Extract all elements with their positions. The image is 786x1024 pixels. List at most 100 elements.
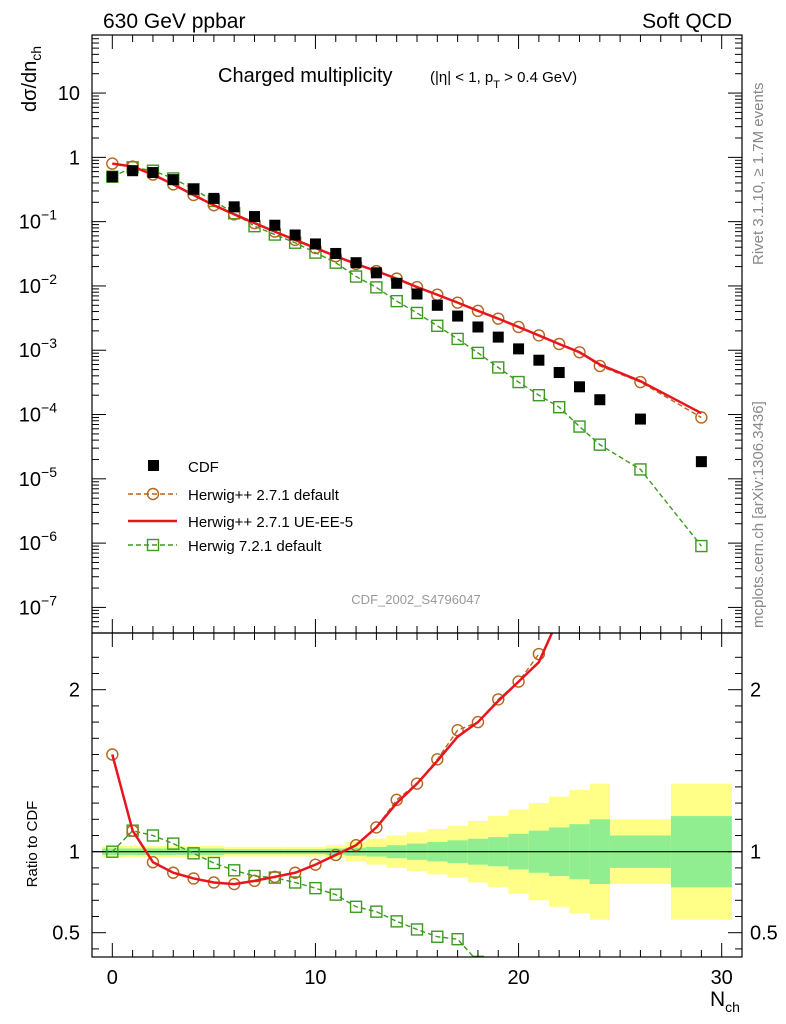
main-cdf-point-15 [411,288,423,300]
main-herwig7-point-12 [349,270,363,283]
legend-label-herwig-default: Herwig++ 2.7.1 default [188,487,340,504]
main-herwig7-point-22 [552,401,566,414]
main-cdf-point-4 [188,183,200,195]
main-cdf-point-14 [391,277,403,289]
main-herwig7-point-13 [370,281,383,294]
main-herwig7-point-26 [695,539,708,553]
main-series-layer [106,157,708,553]
ratio-herwig7-point-18 [471,955,485,957]
main-cdf-point-2 [147,167,159,179]
legend: CDF Herwig++ 2.7.1 default Herwig++ 2.7.… [128,459,353,555]
legend-label-herwig-ueee5: Herwig++ 2.7.1 UE-EE-5 [188,514,353,531]
ratio-herwig7-point-14 [390,915,403,928]
main-herwig7-point-16 [431,319,444,332]
header-right: Soft QCD [642,10,732,33]
main-herwig7-point-25 [634,463,647,476]
main-herwig7-point-17 [451,332,464,346]
ratio-herwig7-point-17 [451,932,464,946]
main-cdf-point-3 [167,174,179,186]
ratio-herwig7-point-3 [167,837,180,850]
main-cdf-point-20 [513,343,525,355]
ratio-herwig-ueee5-line [111,633,554,886]
main-herwig7-point-15 [410,306,424,320]
ratio-herwig-default-point-12 [349,839,363,852]
ratio-herwig7-point-5 [207,856,221,870]
ratio-series-layer [106,633,554,957]
ratio-herwig7-point-6 [227,864,241,877]
ratio-herwig-default-point-0 [106,748,119,761]
ratio-herwig-default-point-13 [370,821,383,834]
main-y-tick-label-6: 10−5 [19,464,57,491]
ratio-herwig-default-point-11 [329,848,342,862]
main-cdf-point-8 [269,219,281,231]
ratio-y-tick-label-right-1: 1 [750,842,761,864]
main-cdf-point-19 [492,331,504,343]
main-herwig-default-point-20 [512,320,525,334]
ratio-herwig7-point-10 [309,881,322,895]
main-y-tick-label-7: 10−6 [19,528,57,555]
x-axis-label: Nch [710,988,740,1015]
main-herwig-default-point-17 [451,296,464,309]
ratio-herwig7-point-4 [187,847,200,860]
ratio-herwig7-point-2 [146,829,160,842]
main-herwig7-point-20 [512,375,525,389]
main-cdf-point-24 [594,394,606,406]
legend-marker-herwig-default [146,487,160,501]
main-cdf-point-9 [289,229,301,241]
ratio-herwig-default-point-18 [471,715,485,729]
main-cdf-point-6 [228,201,240,213]
main-cdf-point-1 [127,165,139,177]
ratio-frame [91,632,743,958]
main-herwig7-point-21 [532,388,546,402]
main-y-tick-label-0: 10 [58,83,80,105]
main-herwig-default-point-18 [471,304,485,318]
side-label-mcplots: mcplots.cern.ch [arXiv:1306.3436] [750,401,767,628]
main-herwig7-point-24 [593,438,607,451]
main-y-tick-label-8: 10−7 [19,592,57,619]
main-cdf-point-16 [431,299,443,311]
ratio-herwig-default-point-16 [431,753,444,766]
main-cdf-point-12 [350,257,362,269]
ratio-y-tick-label-left-2: 2 [69,680,80,702]
ratio-herwig7-point-15 [410,923,424,936]
main-cdf-point-25 [634,413,646,425]
main-cdf-point-22 [553,367,565,379]
ratio-y-tick-label-left-1: 1 [69,842,80,864]
main-herwig-default-point-19 [492,312,505,325]
main-herwig7-point-23 [573,420,586,433]
main-herwig7-point-18 [471,346,485,360]
main-y-tick-label-2: 10−1 [19,207,57,234]
ratio-y-tick-label-right-2: 2 [750,680,761,702]
main-cdf-point-17 [452,310,464,322]
main-cdf-point-26 [695,456,707,468]
main-herwig-default-line [112,162,702,419]
header-left: 630 GeV ppbar [103,10,245,33]
main-herwig-default-point-22 [552,337,566,351]
main-herwig-ueee5-line [112,162,702,415]
main-herwig-default-point-25 [634,375,647,389]
chart-title-cuts: (|η| < 1, pT > 0.4 GeV) [430,69,577,91]
main-cdf-point-13 [370,267,382,279]
chart-title: Charged multiplicity [218,65,393,87]
main-herwig7-line [112,166,702,547]
ratio-herwig7-point-11 [329,888,342,901]
axis-ticks: 0 10 20 30 10 1 10−1 10−2 10−3 10−4 10−5 10−6 10−7 0.… [19,34,778,989]
ratio-herwig-default-point-3 [167,866,180,879]
main-cdf-point-7 [249,211,260,223]
ratio-herwig-default-point-1 [126,824,139,837]
ratio-y-tick-label-left-0: 0.5 [52,923,80,945]
x-tick-label-2: 20 [507,967,529,989]
main-y-tick-label-4: 10−3 [19,335,57,362]
main-cdf-point-10 [309,238,321,250]
y-axis-label-ratio: Ratio to CDF [24,801,41,888]
ratio-herwig-default-point-2 [146,856,160,869]
main-herwig-default-point-23 [573,346,586,359]
main-cdf-point-18 [472,321,484,333]
analysis-watermark: CDF_2002_S4796047 [351,592,480,607]
main-y-tick-label-3: 10−2 [19,271,57,298]
ratio-herwig-default-point-19 [492,693,505,706]
legend-marker-herwig7 [146,538,160,552]
main-y-tick-label-5: 10−4 [19,400,57,427]
main-cdf-point-11 [330,247,342,259]
